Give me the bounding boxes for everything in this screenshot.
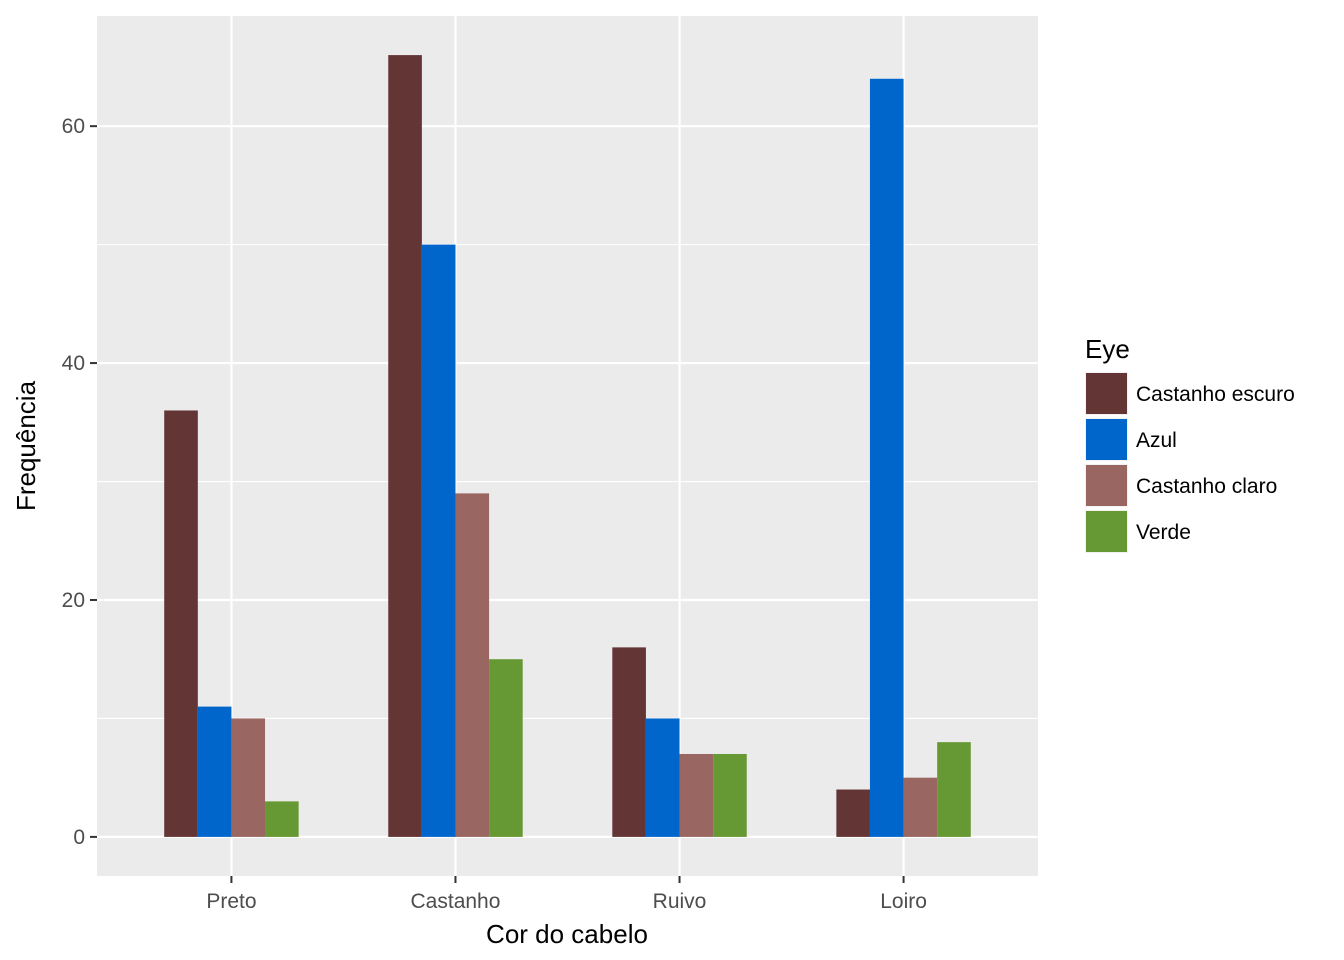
bar xyxy=(164,410,198,837)
y-tick-label: 40 xyxy=(62,352,85,375)
y-tick-label: 0 xyxy=(73,826,85,849)
bar xyxy=(836,789,870,837)
legend-label: Castanho claro xyxy=(1136,475,1277,498)
x-tick-label: Loiro xyxy=(880,890,927,913)
bar xyxy=(869,78,904,837)
legend-label: Azul xyxy=(1136,429,1177,452)
bar xyxy=(645,718,680,837)
bar xyxy=(713,753,747,837)
bar xyxy=(489,659,523,837)
bar xyxy=(679,753,714,837)
legend-label: Castanho escuro xyxy=(1136,383,1295,406)
legend-key-swatch xyxy=(1086,465,1127,506)
legend-key-swatch xyxy=(1086,511,1127,552)
bar xyxy=(455,493,490,837)
bars xyxy=(164,55,971,837)
bar xyxy=(612,647,646,837)
legend-label: Verde xyxy=(1136,521,1191,544)
y-axis: 0 20 40 60 xyxy=(62,115,97,849)
x-tick-label: Preto xyxy=(206,890,256,913)
bar xyxy=(388,55,422,837)
x-axis-title: Cor do cabelo xyxy=(486,919,648,949)
legend: Eye Castanho escuro Azul Castanho claro Ver… xyxy=(1085,334,1295,553)
legend-key-swatch xyxy=(1086,419,1127,460)
y-axis-title: Frequência xyxy=(11,380,41,511)
bar xyxy=(903,777,938,837)
legend-key-swatch xyxy=(1086,373,1127,414)
bar xyxy=(265,801,299,837)
bar xyxy=(231,718,266,837)
x-tick-label: Castanho xyxy=(411,890,501,913)
x-tick-label: Ruivo xyxy=(653,890,707,913)
bar xyxy=(197,706,232,837)
x-axis: Preto Castanho Ruivo Loiro xyxy=(206,876,927,913)
y-tick-label: 20 xyxy=(62,589,85,612)
bar xyxy=(937,742,971,837)
bar xyxy=(421,244,456,837)
y-tick-label: 60 xyxy=(62,115,85,138)
legend-title: Eye xyxy=(1085,334,1130,364)
